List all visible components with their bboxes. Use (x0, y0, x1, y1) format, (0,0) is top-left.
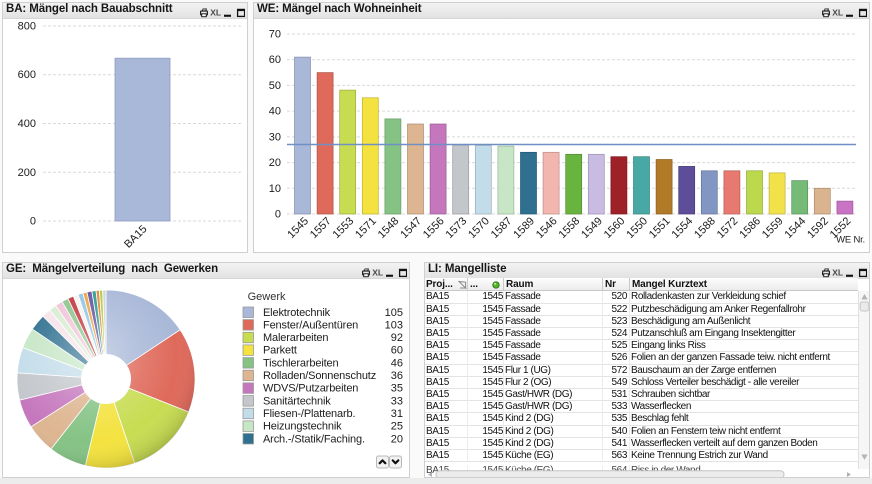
svg-text:1558: 1558 (557, 215, 583, 241)
svg-text:200: 200 (18, 167, 36, 179)
svg-text:WE Nr.: WE Nr. (836, 235, 865, 246)
svg-text:1592: 1592 (805, 215, 831, 241)
svg-text:1548: 1548 (376, 215, 402, 241)
svg-text:Fenster/Außentüren: Fenster/Außentüren (263, 319, 358, 331)
svg-text:1588: 1588 (692, 215, 718, 241)
svg-text:Heizungstechnik: Heizungstechnik (263, 421, 342, 433)
svg-text:XL: XL (832, 268, 843, 278)
svg-text:400: 400 (18, 118, 36, 130)
svg-text:XL: XL (372, 268, 383, 278)
svg-text:1551: 1551 (647, 215, 673, 241)
svg-text:70: 70 (269, 29, 281, 41)
svg-text:46: 46 (391, 357, 403, 369)
svg-text:Sanitärtechnik: Sanitärtechnik (263, 395, 331, 407)
svg-text:60: 60 (269, 54, 281, 66)
svg-text:1560: 1560 (602, 215, 628, 241)
svg-text:30: 30 (269, 131, 281, 143)
svg-text:Gewerk: Gewerk (248, 291, 286, 303)
svg-text:1586: 1586 (737, 215, 763, 241)
svg-text:1547: 1547 (398, 215, 424, 241)
svg-text:Fliesen-/Plattenarb.: Fliesen-/Plattenarb. (263, 408, 355, 420)
svg-text:1545: 1545 (285, 215, 311, 241)
svg-text:1550: 1550 (624, 215, 650, 241)
svg-text:800: 800 (18, 21, 36, 33)
svg-text:0: 0 (275, 209, 281, 221)
svg-text:33: 33 (391, 395, 403, 407)
svg-text:20: 20 (269, 157, 281, 169)
svg-text:Tischlerarbeiten: Tischlerarbeiten (263, 357, 338, 369)
svg-text:600: 600 (18, 69, 36, 81)
svg-text:Arch.-/Statik/Faching.: Arch.-/Statik/Faching. (263, 433, 365, 445)
svg-text:1559: 1559 (760, 215, 786, 241)
svg-text:92: 92 (391, 332, 403, 344)
svg-text:50: 50 (269, 80, 281, 92)
svg-text:1572: 1572 (715, 215, 741, 241)
svg-text:XL: XL (832, 8, 843, 18)
svg-text:31: 31 (391, 408, 403, 420)
svg-text:60: 60 (391, 345, 403, 357)
svg-text:1544: 1544 (783, 215, 809, 241)
svg-text:1589: 1589 (511, 215, 537, 241)
svg-text:1557: 1557 (308, 215, 334, 241)
svg-text:WDVS/Putzarbeiten: WDVS/Putzarbeiten (263, 383, 358, 395)
svg-text:1554: 1554 (670, 215, 696, 241)
svg-text:Malerarbeiten: Malerarbeiten (263, 332, 328, 344)
svg-text:1570: 1570 (466, 215, 492, 241)
svg-text:1573: 1573 (444, 215, 470, 241)
svg-text:35: 35 (391, 383, 403, 395)
svg-text:1549: 1549 (579, 215, 605, 241)
svg-text:25: 25 (391, 421, 403, 433)
svg-text:20: 20 (391, 433, 403, 445)
svg-text:Elektrotechnik: Elektrotechnik (263, 307, 331, 319)
svg-text:1546: 1546 (534, 215, 560, 241)
svg-text:40: 40 (269, 106, 281, 118)
svg-text:Parkett: Parkett (263, 345, 297, 357)
svg-text:10: 10 (269, 183, 281, 195)
svg-text:1553: 1553 (331, 215, 357, 241)
svg-text:105: 105 (385, 307, 403, 319)
svg-text:Rolladen/Sonnenschutz: Rolladen/Sonnenschutz (263, 370, 376, 382)
svg-text:XL: XL (210, 8, 221, 18)
svg-text:103: 103 (385, 319, 403, 331)
svg-text:1571: 1571 (353, 215, 379, 241)
svg-text:36: 36 (391, 370, 403, 382)
svg-text:BA15: BA15 (122, 223, 150, 251)
svg-text:0: 0 (30, 216, 36, 228)
svg-text:1587: 1587 (489, 215, 515, 241)
svg-text:1556: 1556 (421, 215, 447, 241)
